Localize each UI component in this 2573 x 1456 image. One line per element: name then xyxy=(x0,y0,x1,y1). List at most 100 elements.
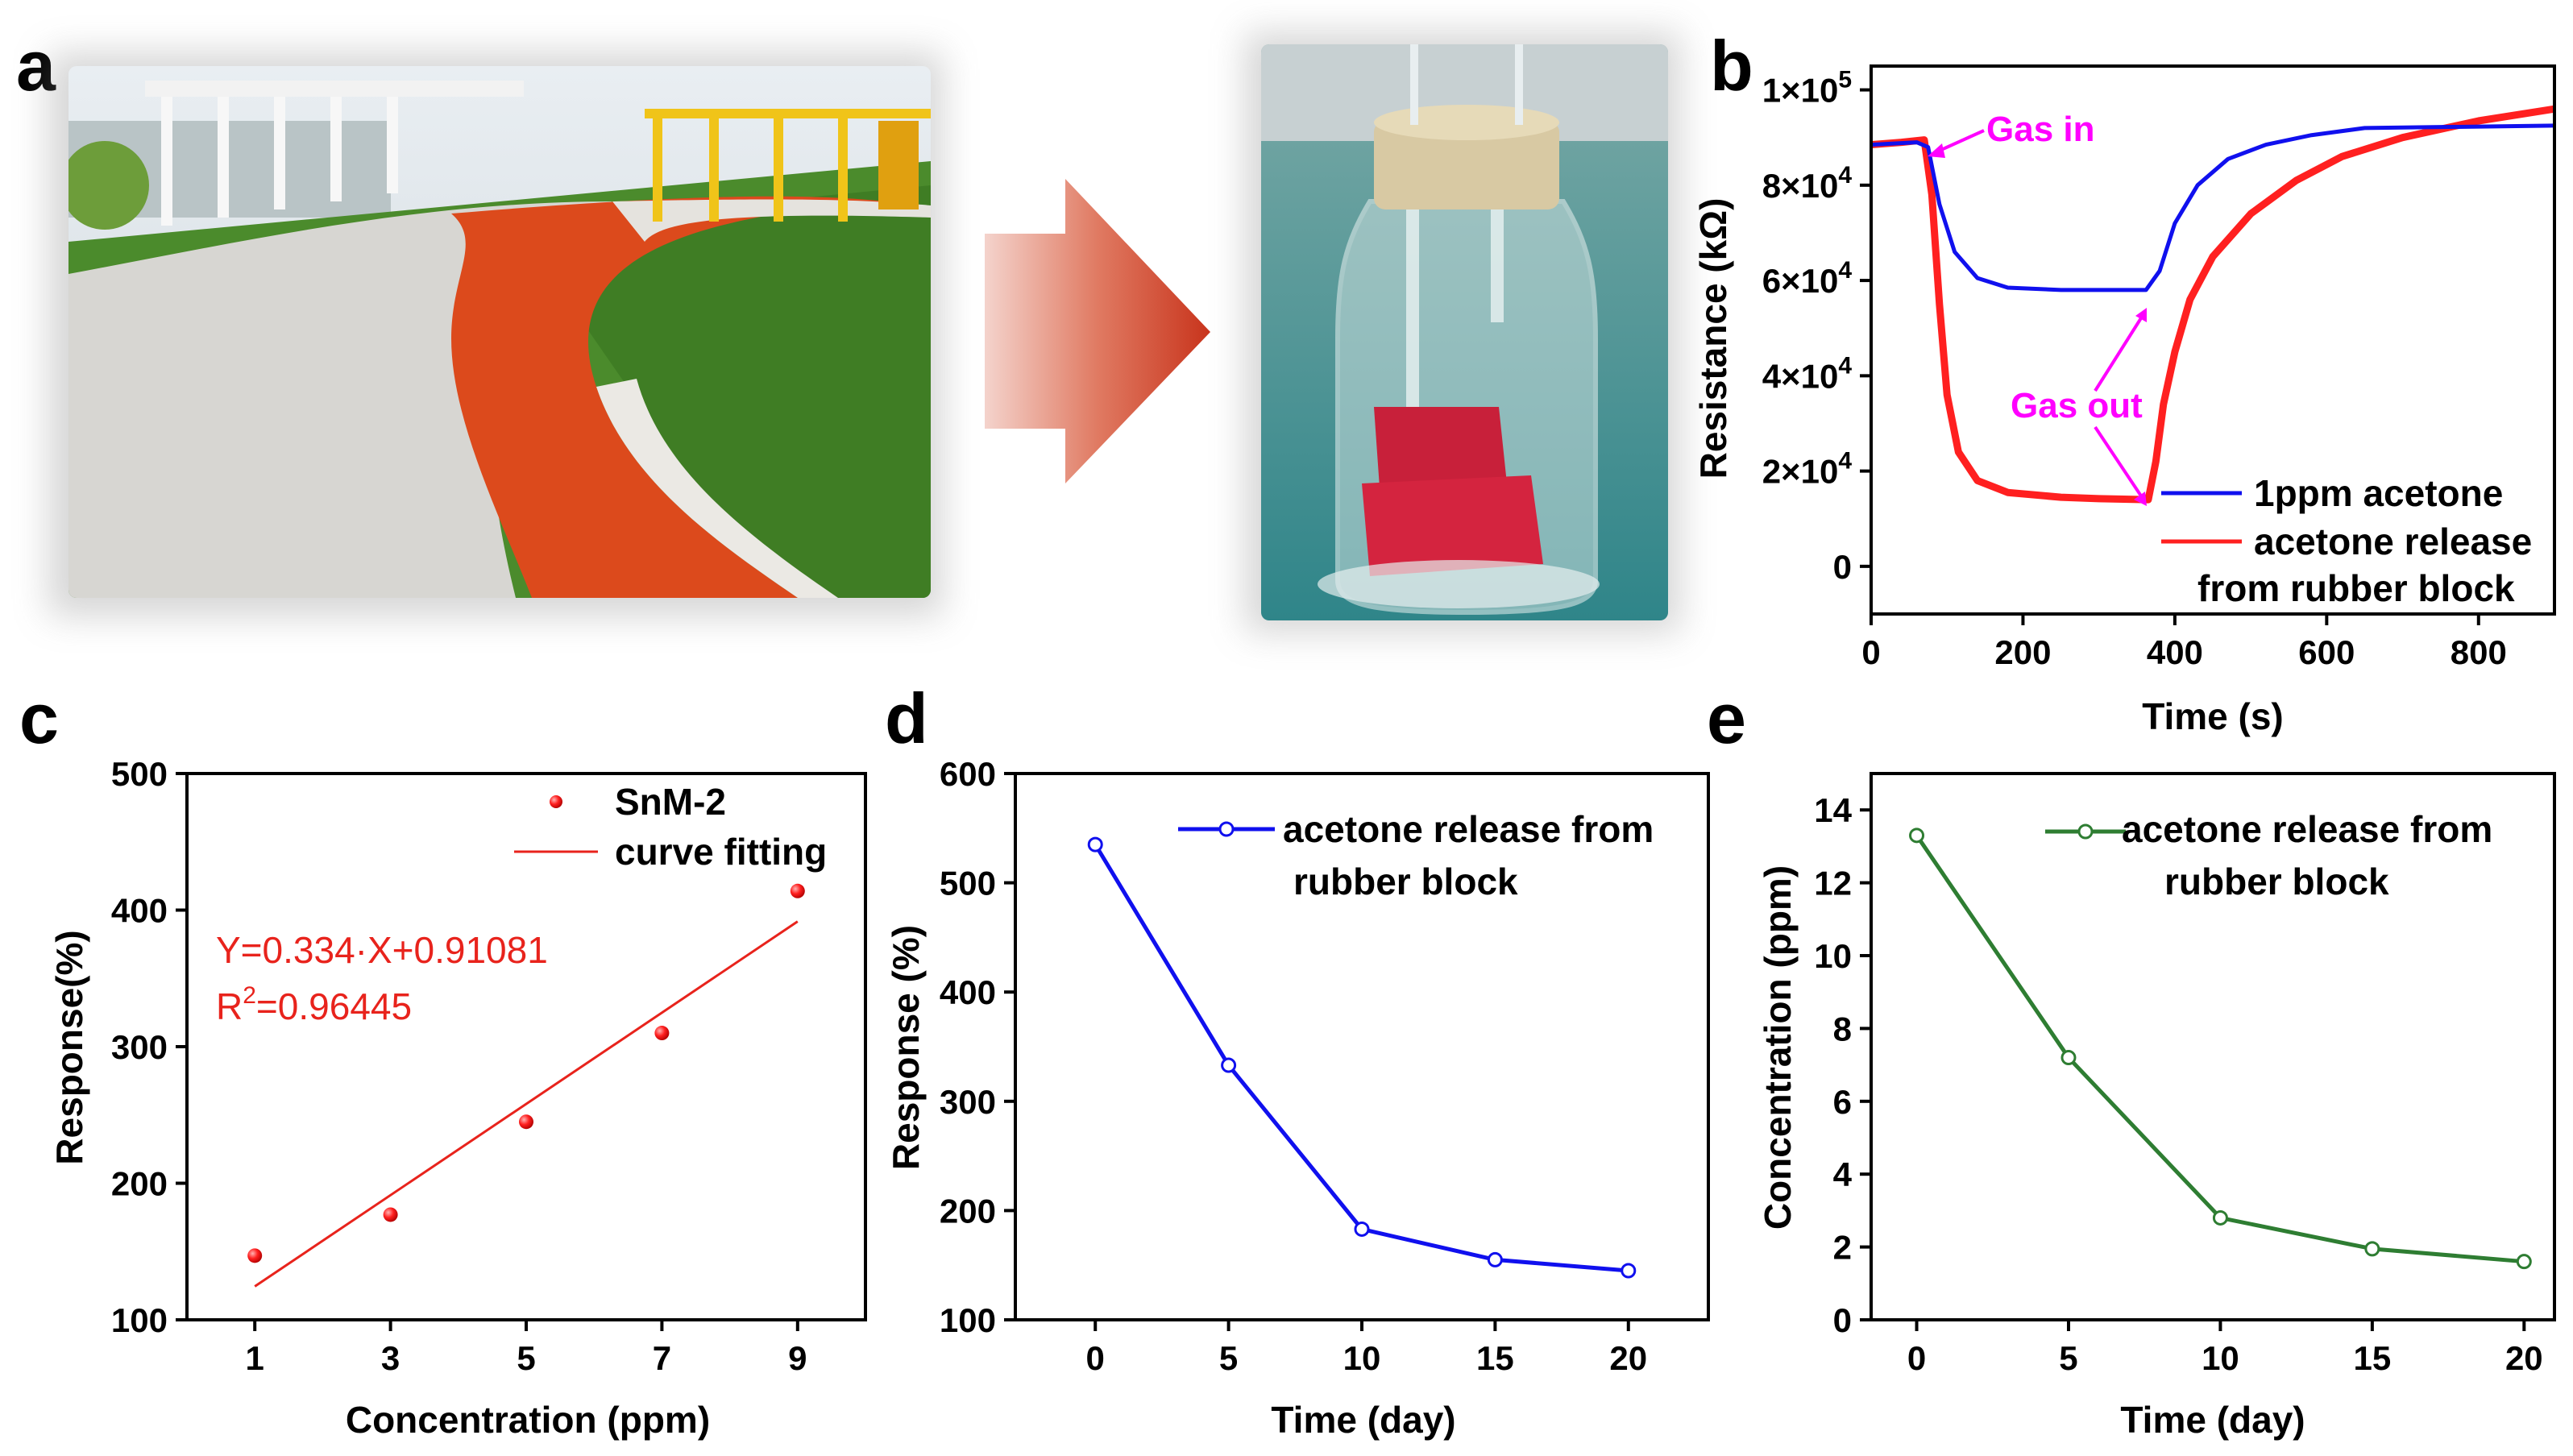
chart-c-data-point xyxy=(790,883,805,898)
chart-e-x-tick-label: 10 xyxy=(2202,1339,2239,1377)
chart-e-y-tick-label: 4 xyxy=(1833,1155,1853,1193)
annotation-gas-in: Gas in xyxy=(1986,110,2095,149)
chart-b-x-tick-label: 600 xyxy=(2298,633,2355,671)
chart-c-fit-equation: Y=0.334·X+0.91081 xyxy=(216,929,548,971)
chart-d-legend-text-1: acetone release from xyxy=(1283,808,1654,850)
chart-e-y-tick-label: 0 xyxy=(1833,1301,1852,1339)
chart-c-x-tick-label: 1 xyxy=(246,1339,264,1377)
chart-c-y-axis-title: Response(%) xyxy=(48,930,90,1164)
chart-d-x-tick-label: 0 xyxy=(1086,1339,1105,1377)
chart-d-data-point xyxy=(1487,1251,1503,1267)
chart-b-x-tick-label: 0 xyxy=(1861,633,1880,671)
annotation-gas-out-arrow-down xyxy=(2094,425,2145,501)
annotation-gas-out-arrowhead-down xyxy=(2134,492,2147,506)
transition-arrow xyxy=(985,179,1210,483)
chart-b-legend-text-red-2: from rubber block xyxy=(2197,567,2515,609)
chart-b-y-tick-base: 4×10 xyxy=(1762,357,1839,395)
chart-e-y-tick-label: 8 xyxy=(1833,1010,1852,1047)
chart-b-plot-frame xyxy=(1870,64,2556,616)
chart-c-y-tick-label: 500 xyxy=(111,755,168,793)
chart-e-data-point xyxy=(2060,1050,2077,1066)
chart-d-x-tick-label: 20 xyxy=(1609,1339,1647,1377)
chart-b-y-tick-base: 2×10 xyxy=(1762,453,1839,491)
chart-c-x-axis-title: Concentration (ppm) xyxy=(346,1399,710,1441)
chart-b-line-blue xyxy=(1870,123,2555,292)
chart-b-series-blue xyxy=(1870,123,2555,292)
panel-label-d: d xyxy=(885,678,928,758)
chart-e-x-axis-title: Time (day) xyxy=(2120,1399,2305,1441)
chart-c-y-tick-label: 100 xyxy=(111,1301,168,1339)
chart-b-y-tick-base: 6×10 xyxy=(1762,262,1839,300)
chart-b-y-axis-title: Resistance (kΩ) xyxy=(1692,198,1734,479)
chart-d-data-point xyxy=(1621,1263,1637,1279)
chart-e-y-axis-title: Concentration (ppm) xyxy=(1757,865,1799,1230)
chart-c-r-squared: R2=0.96445 xyxy=(216,982,412,1027)
chart-e-legend-marker xyxy=(2077,823,2094,840)
chart-d-line xyxy=(1094,843,1629,1273)
chart-c-legend-text-snm2: SnM-2 xyxy=(615,781,726,823)
chart-c-y-tick-label: 400 xyxy=(111,892,168,930)
chart-d-data-point xyxy=(1354,1221,1370,1237)
chart-b-line-red xyxy=(1870,105,2555,504)
chart-c-data-point xyxy=(383,1207,398,1222)
chart-b-y-tick-label: 1×105 xyxy=(1762,67,1852,110)
panel-label-b: b xyxy=(1710,26,1753,106)
chart-d-y-tick-label: 200 xyxy=(940,1192,996,1230)
chart-e-x-tick-label: 15 xyxy=(2354,1339,2392,1377)
chart-c-fit-line xyxy=(254,920,799,1288)
chart-b-legend-text-blue: 1ppm acetone xyxy=(2254,472,2503,514)
chart-e-x-tick-label: 0 xyxy=(1907,1339,1926,1377)
chart-c-y-tick-label: 200 xyxy=(111,1165,168,1203)
chart-c-x-tick-label: 3 xyxy=(381,1339,400,1377)
chart-b-y-tick-label: 8×104 xyxy=(1762,162,1853,205)
chart-e-legend-text-2: rubber block xyxy=(2164,861,2389,902)
chart-c-data-point xyxy=(247,1248,263,1263)
chart-e-data-point xyxy=(2516,1254,2532,1270)
chart-c-x-tick-label: 5 xyxy=(517,1339,535,1377)
chart-b: 0 200 400 600 800 02×1044×1046×1048×1041×105… xyxy=(1692,64,2556,737)
chart-d-x-tick-label: 5 xyxy=(1219,1339,1238,1377)
chart-d-x-tick-label: 10 xyxy=(1343,1339,1381,1377)
chart-e-y-tick-label: 6 xyxy=(1833,1083,1852,1121)
chart-e-data-point xyxy=(2364,1241,2380,1257)
panel-label-e: e xyxy=(1707,678,1746,758)
chart-e-y-tick-label: 14 xyxy=(1814,791,1852,829)
chart-b-y-tick-label: 2×104 xyxy=(1762,448,1853,491)
chart-e-data-point xyxy=(1909,828,1925,844)
chart-c: 1 3 5 7 9 100 200 300 400 500 Concentration (ppm… xyxy=(48,755,867,1441)
chart-d-y-axis-title: Response (%) xyxy=(885,925,927,1170)
chart-b-legend-text-red-1: acetone release xyxy=(2254,521,2532,562)
chart-b-x-tick-label: 200 xyxy=(1994,633,2051,671)
chart-c-r-squared-exp: 2 xyxy=(243,982,256,1009)
chart-e-data-point xyxy=(2212,1209,2228,1226)
chart-d: 0 5 10 15 20 100 200 300 400 500 600 Time (day) R… xyxy=(885,755,1710,1441)
annotation-gas-in-arrowhead xyxy=(1928,143,1945,158)
chart-b-y-tick-exp: 4 xyxy=(1838,162,1852,189)
annotation-gas-out: Gas out xyxy=(2011,386,2143,425)
chart-c-x-tick-label: 9 xyxy=(788,1339,807,1377)
chart-b-x-tick-label: 800 xyxy=(2451,633,2507,671)
chart-e-y-tick-label: 10 xyxy=(1814,937,1852,975)
chart-b-y-tick-exp: 4 xyxy=(1838,448,1852,475)
chart-d-legend-marker xyxy=(1218,821,1235,837)
chart-c-legend-text-fit: curve fitting xyxy=(615,831,827,873)
chart-b-x-axis-title: Time (s) xyxy=(2142,695,2284,737)
chart-c-legend-marker xyxy=(550,795,562,808)
chart-d-x-axis-title: Time (day) xyxy=(1271,1399,1455,1441)
chart-b-y-tick-label: 6×104 xyxy=(1762,257,1853,300)
chart-e-y-tick-label: 2 xyxy=(1833,1229,1852,1267)
chart-e-x-tick-label: 20 xyxy=(2505,1339,2543,1377)
chart-c-y-tick-label: 300 xyxy=(111,1028,168,1066)
chart-e-x-tick-label: 5 xyxy=(2059,1339,2077,1377)
chart-b-y-tick-exp: 4 xyxy=(1838,257,1852,284)
chart-d-x-tick-label: 15 xyxy=(1476,1339,1514,1377)
chart-b-y-tick-base: 1×10 xyxy=(1762,72,1839,110)
chart-c-x-tick-label: 7 xyxy=(653,1339,671,1377)
chart-b-series-red xyxy=(1870,105,2555,504)
chart-d-y-tick-label: 600 xyxy=(940,755,996,793)
chart-d-y-tick-label: 100 xyxy=(940,1301,996,1339)
annotation-gas-out-arrowhead-up xyxy=(2135,308,2147,322)
chart-b-y-tick-base: 0 xyxy=(1833,548,1852,586)
chart-c-r-squared-value: =0.96445 xyxy=(256,985,412,1027)
